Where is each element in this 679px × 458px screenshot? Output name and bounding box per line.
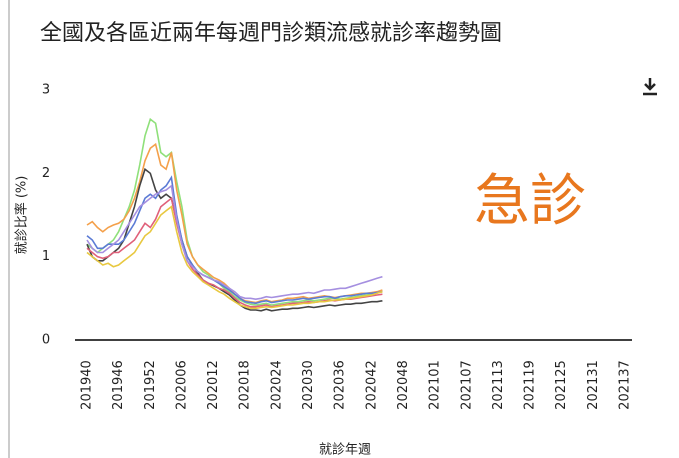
series-line [86, 142, 383, 304]
x-tick-label: 202119 [523, 360, 538, 410]
x-tick-label: 202006 [174, 360, 189, 410]
x-tick-label: 202125 [554, 360, 569, 410]
y-tick-label: 1 [42, 249, 50, 264]
x-tick-label: 202024 [269, 360, 284, 410]
download-icon[interactable] [643, 78, 657, 96]
x-tick-label: 201952 [143, 360, 158, 410]
x-tick-label: 202042 [364, 360, 379, 410]
x-tick-label: 201946 [111, 360, 126, 410]
y-tick-label: 3 [42, 83, 50, 98]
x-tick-label: 202131 [586, 360, 601, 410]
x-tick-label: 202036 [333, 360, 348, 410]
x-tick-label: 202018 [238, 360, 253, 410]
y-tick-label: 0 [42, 333, 50, 348]
x-tick-label: 202030 [301, 360, 316, 410]
x-tick-label: 202101 [428, 360, 443, 410]
series-line [86, 117, 383, 306]
x-tick-label: 201940 [80, 360, 95, 410]
x-tick-label: 202137 [618, 360, 633, 410]
series-line [86, 184, 383, 301]
series-line [86, 175, 383, 305]
x-tick-label: 202113 [491, 360, 506, 410]
x-tick-label: 202012 [206, 360, 221, 410]
series-line [86, 167, 383, 312]
annotation: 急診 [474, 169, 586, 234]
y-tick-label: 2 [42, 166, 50, 181]
series-line [86, 205, 383, 310]
y-axis-label: 就診比率 (%) [14, 176, 30, 255]
x-tick-label: 202048 [396, 360, 411, 410]
chart-title: 全國及各區近兩年每週門診類流感就診率趨勢圖 [40, 21, 502, 46]
x-tick-label: 202107 [459, 360, 474, 410]
x-axis-label: 就診年週 [319, 442, 371, 458]
